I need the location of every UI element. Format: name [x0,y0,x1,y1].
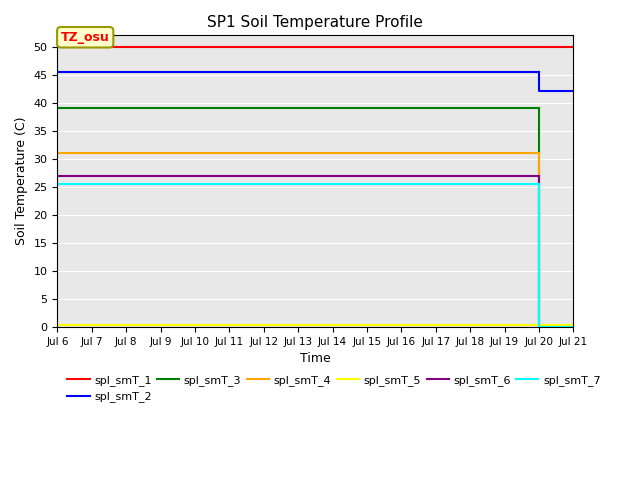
Title: SP1 Soil Temperature Profile: SP1 Soil Temperature Profile [207,15,423,30]
Legend: spl_smT_1, spl_smT_2, spl_smT_3, spl_smT_4, spl_smT_5, spl_smT_6, spl_smT_7: spl_smT_1, spl_smT_2, spl_smT_3, spl_smT… [63,371,605,407]
Text: TZ_osu: TZ_osu [61,31,109,44]
Y-axis label: Soil Temperature (C): Soil Temperature (C) [15,117,28,245]
X-axis label: Time: Time [300,352,331,365]
